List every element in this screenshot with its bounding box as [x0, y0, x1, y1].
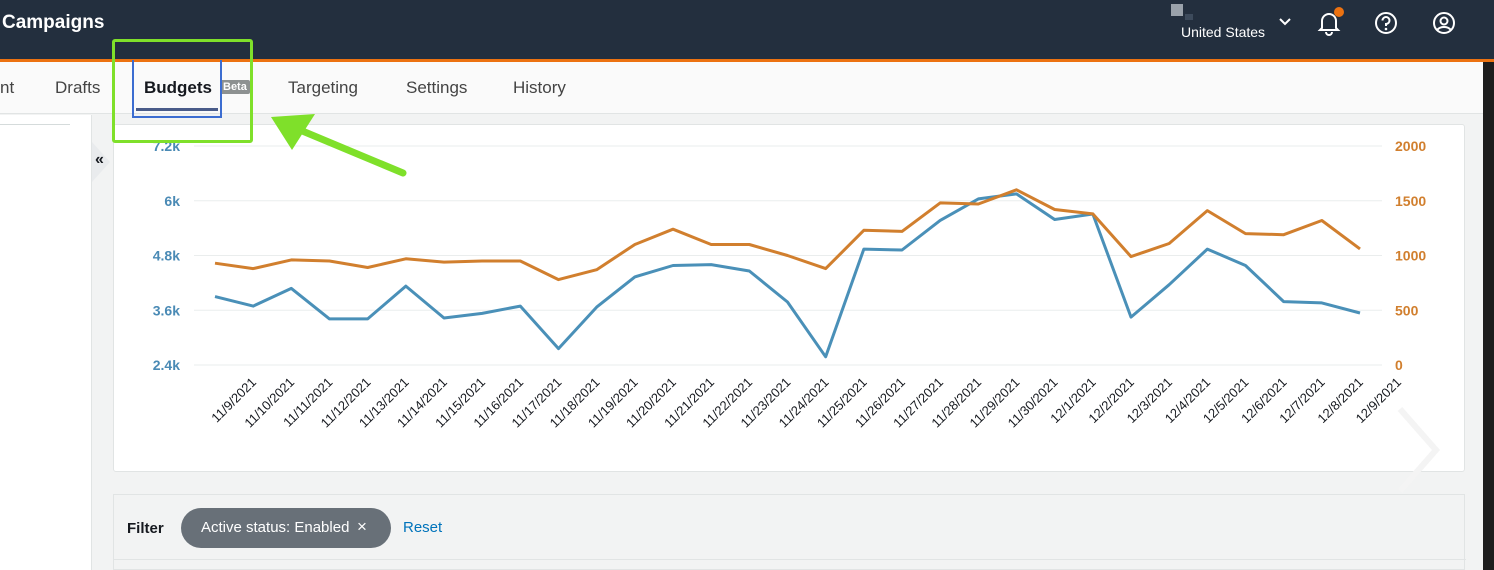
tab-drafts[interactable]: Drafts	[55, 78, 101, 97]
budget-line-chart: 7.2k6k4.8k3.6k2.4k200015001000500011/9/2…	[153, 138, 1427, 430]
panel-divider	[0, 124, 70, 125]
y-right-tick: 2000	[1395, 138, 1426, 154]
active-tab-indicator	[136, 108, 218, 111]
y-right-tick: 500	[1395, 302, 1419, 318]
y-right-tick: 1000	[1395, 248, 1426, 264]
focus-outline	[132, 60, 222, 118]
y-right-tick: 0	[1395, 357, 1403, 373]
filter-chip-label: Active status: Enabled	[201, 519, 350, 536]
bell-icon[interactable]	[1316, 10, 1342, 36]
filter-bar: Filter Active status: Enabled × Reset	[113, 494, 1466, 570]
beta-badge: Beta	[220, 80, 250, 94]
left-panel	[0, 115, 92, 570]
page-title: Campaigns	[2, 12, 105, 33]
chevron-down-icon	[1279, 18, 1291, 26]
window-edge	[1483, 62, 1494, 570]
chevron-right-icon[interactable]	[1394, 405, 1444, 495]
reset-filters-link[interactable]: Reset	[403, 519, 443, 536]
y-right-tick: 1500	[1395, 193, 1426, 209]
double-chevron-left-icon: «	[95, 151, 104, 168]
budget-chart-card: 7.2k 6k 4.8k 3.6k 2.4k 2000 1500 1000 500 0 11/9/2…	[113, 124, 1465, 472]
help-icon[interactable]	[1373, 10, 1399, 36]
notification-dot	[1334, 7, 1344, 17]
y-left-tick: 6k	[164, 193, 180, 209]
flag-detail	[1185, 14, 1193, 20]
y-left-tick: 3.6k	[153, 302, 180, 318]
series-line-left	[214, 192, 1361, 359]
filter-label: Filter	[127, 520, 164, 537]
highlight-annotation-box	[112, 39, 253, 143]
table-header-divider	[114, 559, 1466, 560]
tab-settings[interactable]: Settings	[406, 78, 468, 97]
close-icon[interactable]: ×	[357, 517, 367, 536]
account-icon[interactable]	[1431, 10, 1457, 36]
accent-stripe	[0, 59, 1494, 62]
tab-targeting[interactable]: Targeting	[288, 78, 358, 97]
country-label: United States	[1181, 24, 1266, 40]
top-nav-bar: Campaigns United States	[0, 0, 1494, 62]
series-line-right	[214, 188, 1361, 282]
tab-placements[interactable]: nt	[0, 78, 15, 97]
y-left-tick: 2.4k	[153, 357, 180, 373]
tab-history[interactable]: History	[513, 78, 566, 97]
tab-budgets[interactable]: Budgets	[144, 78, 212, 97]
active-status-filter-chip[interactable]: Active status: Enabled ×	[181, 508, 391, 548]
y-left-tick: 4.8k	[153, 248, 180, 264]
flag-icon	[1171, 4, 1183, 16]
